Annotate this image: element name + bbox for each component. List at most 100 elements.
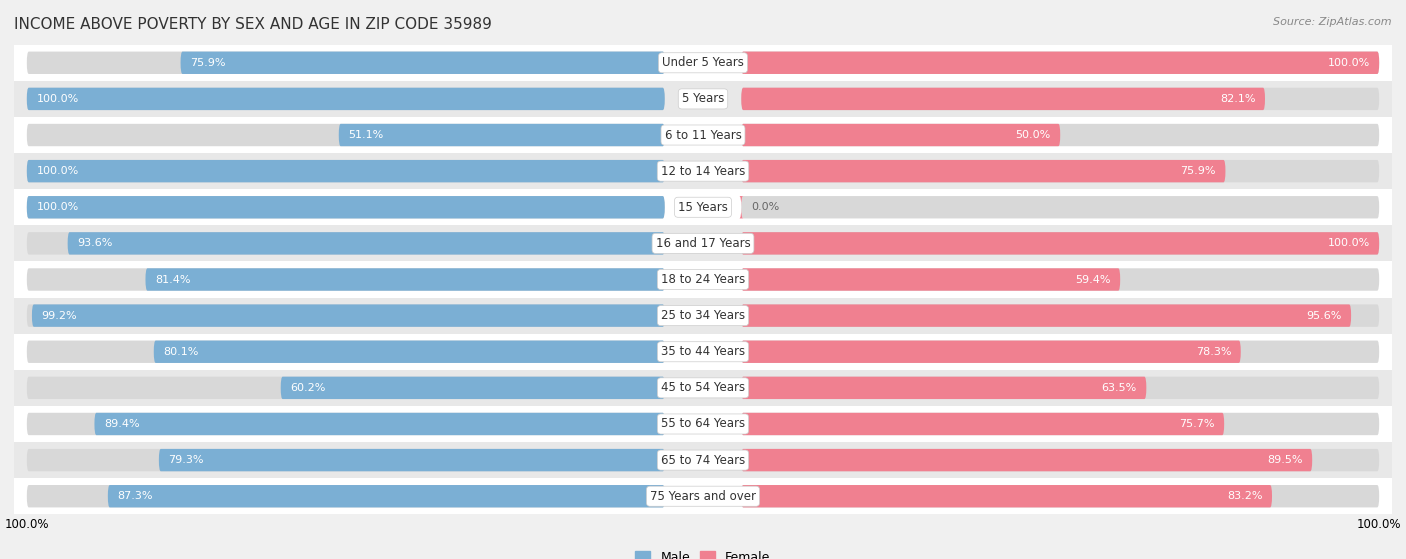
FancyBboxPatch shape <box>27 196 665 219</box>
FancyBboxPatch shape <box>32 305 665 327</box>
Bar <box>14 442 1392 478</box>
FancyBboxPatch shape <box>27 232 665 254</box>
FancyBboxPatch shape <box>741 88 1379 110</box>
FancyBboxPatch shape <box>27 377 665 399</box>
Bar <box>14 225 1392 262</box>
Text: 78.3%: 78.3% <box>1195 347 1232 357</box>
Text: 100.0%: 100.0% <box>37 202 79 212</box>
FancyBboxPatch shape <box>67 232 665 254</box>
FancyBboxPatch shape <box>741 485 1272 508</box>
Text: 75.7%: 75.7% <box>1180 419 1215 429</box>
Bar <box>14 189 1392 225</box>
Text: 89.4%: 89.4% <box>104 419 139 429</box>
FancyBboxPatch shape <box>741 232 1379 254</box>
FancyBboxPatch shape <box>27 88 665 110</box>
FancyBboxPatch shape <box>94 413 665 435</box>
Bar <box>14 262 1392 297</box>
FancyBboxPatch shape <box>741 88 1265 110</box>
Text: Source: ZipAtlas.com: Source: ZipAtlas.com <box>1274 17 1392 27</box>
FancyBboxPatch shape <box>27 305 665 327</box>
FancyBboxPatch shape <box>281 377 665 399</box>
Text: 75.9%: 75.9% <box>190 58 225 68</box>
FancyBboxPatch shape <box>741 51 1379 74</box>
FancyBboxPatch shape <box>741 413 1379 435</box>
FancyBboxPatch shape <box>27 124 665 146</box>
Bar <box>14 81 1392 117</box>
Text: 100.0%: 100.0% <box>37 94 79 104</box>
FancyBboxPatch shape <box>339 124 665 146</box>
FancyBboxPatch shape <box>741 485 1379 508</box>
FancyBboxPatch shape <box>27 340 665 363</box>
Text: 63.5%: 63.5% <box>1101 383 1137 393</box>
FancyBboxPatch shape <box>27 413 665 435</box>
FancyBboxPatch shape <box>27 268 665 291</box>
Bar <box>14 370 1392 406</box>
Text: 75.9%: 75.9% <box>1181 166 1216 176</box>
FancyBboxPatch shape <box>741 160 1226 182</box>
Text: 55 to 64 Years: 55 to 64 Years <box>661 418 745 430</box>
FancyBboxPatch shape <box>108 485 665 508</box>
FancyBboxPatch shape <box>741 124 1060 146</box>
Text: 87.3%: 87.3% <box>118 491 153 501</box>
Text: 18 to 24 Years: 18 to 24 Years <box>661 273 745 286</box>
Text: 5 Years: 5 Years <box>682 92 724 106</box>
Text: 100.0%: 100.0% <box>1327 58 1369 68</box>
Bar <box>14 153 1392 189</box>
Bar <box>14 297 1392 334</box>
Bar <box>14 45 1392 81</box>
FancyBboxPatch shape <box>741 449 1312 471</box>
Text: 100.0%: 100.0% <box>37 166 79 176</box>
Text: 51.1%: 51.1% <box>349 130 384 140</box>
Text: 80.1%: 80.1% <box>163 347 198 357</box>
FancyBboxPatch shape <box>741 268 1379 291</box>
Text: 79.3%: 79.3% <box>169 455 204 465</box>
FancyBboxPatch shape <box>741 160 1379 182</box>
FancyBboxPatch shape <box>27 88 665 110</box>
Text: 35 to 44 Years: 35 to 44 Years <box>661 345 745 358</box>
FancyBboxPatch shape <box>27 160 665 182</box>
Text: 0.0%: 0.0% <box>751 202 779 212</box>
FancyBboxPatch shape <box>153 340 665 363</box>
FancyBboxPatch shape <box>741 413 1225 435</box>
FancyBboxPatch shape <box>27 449 665 471</box>
FancyBboxPatch shape <box>741 377 1379 399</box>
Text: 6 to 11 Years: 6 to 11 Years <box>665 129 741 141</box>
Text: 12 to 14 Years: 12 to 14 Years <box>661 165 745 178</box>
FancyBboxPatch shape <box>741 340 1379 363</box>
Text: Under 5 Years: Under 5 Years <box>662 56 744 69</box>
FancyBboxPatch shape <box>159 449 665 471</box>
FancyBboxPatch shape <box>741 51 1379 74</box>
FancyBboxPatch shape <box>145 268 665 291</box>
Text: 89.5%: 89.5% <box>1267 455 1302 465</box>
Text: 50.0%: 50.0% <box>1015 130 1050 140</box>
FancyBboxPatch shape <box>741 377 1146 399</box>
FancyBboxPatch shape <box>27 485 665 508</box>
Text: 100.0%: 100.0% <box>1327 238 1369 248</box>
FancyBboxPatch shape <box>741 305 1379 327</box>
Text: 16 and 17 Years: 16 and 17 Years <box>655 237 751 250</box>
Text: 81.4%: 81.4% <box>155 274 191 285</box>
Text: 59.4%: 59.4% <box>1076 274 1111 285</box>
Text: 65 to 74 Years: 65 to 74 Years <box>661 453 745 467</box>
FancyBboxPatch shape <box>741 305 1351 327</box>
Text: 83.2%: 83.2% <box>1227 491 1263 501</box>
Text: INCOME ABOVE POVERTY BY SEX AND AGE IN ZIP CODE 35989: INCOME ABOVE POVERTY BY SEX AND AGE IN Z… <box>14 17 492 32</box>
Bar <box>14 478 1392 514</box>
FancyBboxPatch shape <box>180 51 665 74</box>
Bar <box>14 406 1392 442</box>
Text: 75 Years and over: 75 Years and over <box>650 490 756 503</box>
FancyBboxPatch shape <box>741 340 1240 363</box>
Text: 95.6%: 95.6% <box>1306 311 1341 321</box>
FancyBboxPatch shape <box>741 196 1379 219</box>
Text: 25 to 34 Years: 25 to 34 Years <box>661 309 745 322</box>
Text: 93.6%: 93.6% <box>77 238 112 248</box>
Legend: Male, Female: Male, Female <box>630 546 776 559</box>
FancyBboxPatch shape <box>741 268 1121 291</box>
FancyBboxPatch shape <box>27 51 665 74</box>
Text: 60.2%: 60.2% <box>290 383 326 393</box>
Text: 82.1%: 82.1% <box>1220 94 1256 104</box>
Bar <box>14 117 1392 153</box>
FancyBboxPatch shape <box>741 449 1379 471</box>
FancyBboxPatch shape <box>741 232 1379 254</box>
FancyBboxPatch shape <box>27 196 665 219</box>
